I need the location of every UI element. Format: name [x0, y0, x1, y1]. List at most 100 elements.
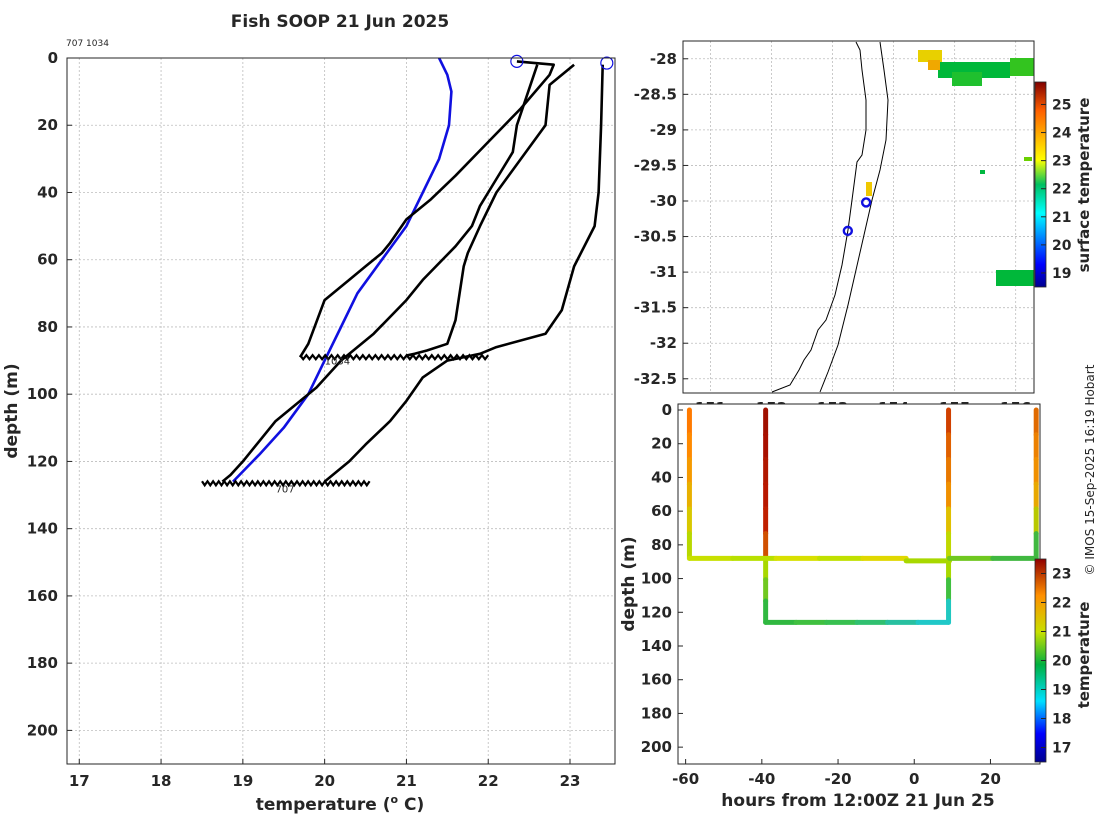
series-profile-1034-b — [406, 63, 575, 357]
section-ytick-label: 20 — [651, 435, 672, 453]
sst-patch-green-north-b — [952, 72, 982, 86]
map-ytick-label: -32.5 — [634, 370, 677, 388]
profile-series-group: 1034 707 — [201, 54, 614, 495]
sst-cb-tick-label: 23 — [1052, 154, 1071, 170]
section-ytick-label: 200 — [641, 738, 672, 756]
profile-xtick-label: 22 — [478, 772, 499, 790]
temp-cb-tick-label: 19 — [1052, 683, 1071, 699]
map-ytick-label: -29 — [650, 121, 677, 139]
temp-cb-tick-label: 18 — [1052, 712, 1071, 728]
sst-patch-small-b — [980, 170, 985, 174]
section-chart: -60 -40 -20 0 20020406080100120140160180200 … — [619, 401, 1093, 811]
profile-ytick-label: 20 — [37, 116, 58, 134]
sst-patch-green-south — [996, 270, 1034, 286]
section-ytick-label: 140 — [641, 637, 672, 655]
noise-band-1034 — [299, 353, 490, 361]
profile-xtick-label: 20 — [314, 772, 335, 790]
section-ytick-label: 160 — [641, 671, 672, 689]
profile-ytick-label: 160 — [27, 587, 58, 605]
section-xtick-label: 20 — [980, 770, 1001, 788]
profile-annotation-707: 707 — [276, 484, 295, 495]
temp-colorbar-ticks: 17 18 19 20 21 22 23 — [1041, 567, 1072, 757]
section-xtick-label: -60 — [672, 770, 699, 788]
section-ylabel: depth (m) — [619, 536, 639, 631]
section-xtick-label: -40 — [748, 770, 775, 788]
profile-ytick-label: 200 — [27, 721, 58, 739]
map-ytick-label: -32 — [650, 334, 677, 352]
map-ytick-label: -28 — [650, 50, 677, 68]
profile-xtick-label: 21 — [396, 772, 417, 790]
section-ytick-label: 40 — [651, 468, 672, 486]
profile-chart: Fish SOOP 21 Jun 2025 707 1034 1034 707 1… — [2, 12, 616, 815]
profile-xlabel: temperature (o C) — [256, 793, 425, 815]
temp-cb-tick-label: 20 — [1052, 654, 1072, 670]
profile-ytick-label: 60 — [37, 251, 58, 269]
temp-cb-tick-label: 23 — [1052, 567, 1071, 583]
sst-cb-tick-label: 19 — [1052, 266, 1071, 282]
sst-cb-tick-label: 24 — [1052, 126, 1072, 142]
section-ytick-label: 180 — [641, 704, 672, 722]
map-ytick-label: -31 — [650, 263, 677, 281]
temp-colorbar-label: temperature — [1075, 602, 1093, 709]
section-ytick-label: 60 — [651, 502, 672, 520]
sst-cb-tick-label: 22 — [1052, 182, 1071, 198]
start-marker-1034 — [510, 54, 524, 68]
temp-cb-tick-label: 21 — [1052, 625, 1071, 641]
sst-cb-tick-label: 25 — [1052, 97, 1071, 113]
shelf-contour-line — [819, 41, 889, 393]
series-profile-707-a — [221, 64, 539, 483]
map-grid — [683, 41, 1034, 393]
coastline-line — [771, 41, 867, 393]
series-profile-1034-a — [298, 60, 556, 358]
sst-patch-small-a — [1024, 157, 1032, 161]
profile-xtick-label: 17 — [69, 772, 90, 790]
sst-colorbar — [1034, 81, 1047, 288]
map-ytick-label: -30.5 — [634, 228, 677, 246]
profile-ytick-label: 140 — [27, 520, 58, 538]
section-ytick-label: 0 — [662, 401, 672, 419]
map-ytick-label: -30 — [650, 192, 677, 210]
sst-cb-tick-label: 21 — [1052, 210, 1071, 226]
map-ytick-label: -29.5 — [634, 156, 677, 174]
sst-colorbar-label: surface temperature — [1075, 98, 1093, 273]
sst-patch-yellow — [918, 50, 942, 62]
drop-marker-1034 — [860, 197, 872, 208]
profile-ytick-label: 40 — [37, 183, 58, 201]
section-xtick-label: -20 — [824, 770, 851, 788]
section-ytick-label: 80 — [651, 536, 672, 554]
coastline — [771, 41, 889, 393]
section-ytick-label: 120 — [641, 603, 672, 621]
profile-ticks: 17 18 19 20 21 22 23 0 20 40 60 80 100 120 140 160 180 20… — [27, 49, 581, 790]
sst-patch-coastal — [866, 182, 872, 196]
profile-ytick-label: 80 — [37, 318, 58, 336]
map-frame — [682, 40, 1035, 394]
map-drops — [842, 197, 872, 237]
series-profile-707-b — [323, 64, 604, 483]
profile-ylabel: depth (m) — [2, 363, 22, 458]
section-data — [686, 407, 1039, 625]
sst-patch-green-east — [1010, 58, 1034, 76]
chart-title: Fish SOOP 21 Jun 2025 — [231, 12, 449, 32]
profile-xtick-label: 23 — [560, 772, 581, 790]
section-xtick-label: 0 — [909, 770, 919, 788]
temp-cb-tick-label: 17 — [1052, 741, 1071, 757]
profile-ytick-label: 120 — [27, 452, 58, 470]
profile-frame — [66, 57, 616, 765]
map-chart: 151152153154155156-28-28.5-29-29.5-30-30… — [634, 40, 1093, 417]
profile-ytick-label: 100 — [27, 385, 58, 403]
chart-subtitle: 707 1034 — [66, 39, 109, 49]
profile-grid — [67, 57, 615, 764]
series-climatology — [232, 57, 453, 483]
drop-marker-707 — [842, 225, 854, 237]
profile-ytick-label: 180 — [27, 654, 58, 672]
profile-annotation-1034: 1034 — [325, 357, 350, 368]
profile-xtick-label: 19 — [232, 772, 253, 790]
section-xlabel: hours from 12:00Z 21 Jun 25 — [721, 791, 994, 811]
profile-xtick-label: 18 — [151, 772, 172, 790]
sst-patches — [866, 50, 1034, 286]
sst-patch-orange — [928, 60, 940, 70]
noise-band-707 — [201, 479, 371, 488]
temp-cb-tick-label: 22 — [1052, 596, 1071, 612]
